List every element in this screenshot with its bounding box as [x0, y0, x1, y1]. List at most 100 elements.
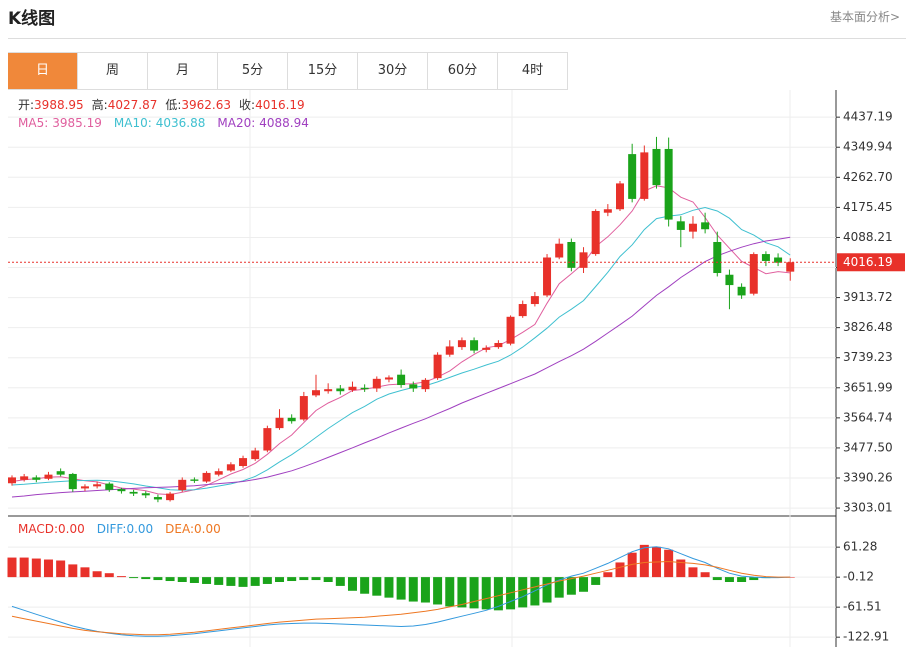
candle-body [482, 347, 491, 350]
y-tick-label: -122.91 [843, 630, 889, 644]
fundamental-link[interactable]: 基本面分析> [829, 10, 900, 24]
y-tick-label: 3913.72 [843, 290, 893, 304]
legend-name: MA5: [18, 116, 48, 130]
y-tick-label: -0.12 [843, 570, 874, 584]
legend-value: 0.00 [194, 522, 221, 536]
legend-name: MACD: [18, 522, 58, 536]
candle-body [664, 148, 673, 220]
macd-bar [92, 571, 102, 578]
candle-body [591, 210, 600, 255]
candle-body [251, 450, 260, 460]
period-tab[interactable]: 5分 [218, 53, 288, 89]
period-tabs: 日周月 5分 15分 30分 60分 4时 [8, 52, 568, 90]
macd-bar [153, 577, 163, 581]
macd-bar [518, 577, 528, 608]
ohlc-value: 4027.87 [108, 98, 158, 112]
macd-bar [177, 577, 187, 582]
candle-body [190, 479, 199, 481]
legend-value: 0.00 [58, 522, 85, 536]
candle-body [761, 254, 770, 261]
candle-body [774, 257, 783, 263]
period-tab[interactable]: 30分 [358, 53, 428, 89]
indicator-line [11, 206, 791, 491]
y-tick-label: 4175.45 [843, 200, 893, 214]
macd-bar [7, 557, 17, 578]
ohlc-name: 开: [18, 98, 34, 112]
macd-bar [457, 577, 467, 608]
indicator-line [11, 560, 791, 636]
indicator-line [11, 236, 791, 498]
candle-body [494, 342, 503, 348]
candle-body [786, 262, 795, 272]
macd-bar [372, 577, 382, 596]
macd-bar [785, 577, 795, 578]
candle-body [312, 390, 320, 396]
legend-name: DIFF: [97, 522, 127, 536]
macd-bar [724, 577, 734, 582]
ma-legend: MA5: 3985.19 MA10: 4036.88 MA20: 4088.94 [18, 116, 309, 130]
legend-value: 4036.88 [156, 116, 206, 130]
macd-bar [165, 577, 175, 582]
period-tab[interactable]: 60分 [428, 53, 498, 89]
period-tab[interactable]: 周 [78, 53, 148, 89]
macd-bar [250, 577, 260, 586]
ohlc-value: 3962.63 [181, 98, 231, 112]
macd-bar [202, 577, 212, 584]
period-tab[interactable]: 日 [8, 53, 78, 89]
candle-body [178, 479, 187, 491]
legend-name: DEA: [165, 522, 194, 536]
candle-body [20, 476, 29, 480]
candle-body [263, 428, 272, 451]
candle-body [239, 458, 248, 467]
macd-bar [603, 572, 613, 578]
candle-body [543, 257, 552, 296]
macd-bar [141, 577, 151, 580]
candle-body [68, 473, 77, 490]
period-tab[interactable]: 月 [148, 53, 218, 89]
ohlc-value: 3988.95 [34, 98, 84, 112]
macd-bar [56, 560, 66, 578]
macd-bar [104, 573, 114, 578]
macd-bar [700, 572, 710, 578]
candle-body [579, 252, 588, 268]
candle-body [299, 396, 308, 420]
candle-body [749, 254, 758, 294]
candle-body [518, 304, 527, 317]
macd-bar [688, 567, 698, 578]
candle-body [457, 340, 466, 348]
macd-bar [299, 577, 309, 581]
period-tab[interactable]: 15分 [288, 53, 358, 89]
macd-bar [554, 577, 564, 598]
macd-bar [469, 577, 479, 609]
legend-value: 3985.19 [52, 116, 102, 130]
macd-bar [384, 577, 394, 598]
macd-bar [360, 577, 370, 594]
period-tab[interactable]: 4时 [498, 53, 568, 89]
candle-body [129, 491, 138, 494]
macd-bar [676, 559, 686, 578]
candle-body [105, 483, 114, 490]
macd-bar [238, 577, 248, 587]
candle-body [470, 340, 479, 351]
candle-body [324, 389, 333, 392]
candle-body [445, 346, 454, 355]
candle-body [701, 222, 710, 230]
candle-body [8, 477, 16, 484]
candle-body [725, 274, 734, 286]
candle-body [214, 471, 223, 475]
candle-body [737, 286, 746, 296]
candle-body [616, 183, 624, 210]
candle-body [141, 493, 150, 496]
candle-body [93, 484, 102, 487]
candle-body [360, 387, 369, 390]
indicator-line [11, 546, 791, 637]
candle-body [640, 152, 649, 199]
macd-bar [408, 577, 418, 602]
y-tick-label: 4437.19 [843, 110, 893, 124]
candle-body [336, 388, 345, 392]
candle-body [567, 241, 576, 268]
y-tick-label: 3826.48 [843, 320, 893, 334]
ohlc-name: 收: [239, 98, 255, 112]
y-tick-label: 3564.74 [843, 410, 893, 424]
